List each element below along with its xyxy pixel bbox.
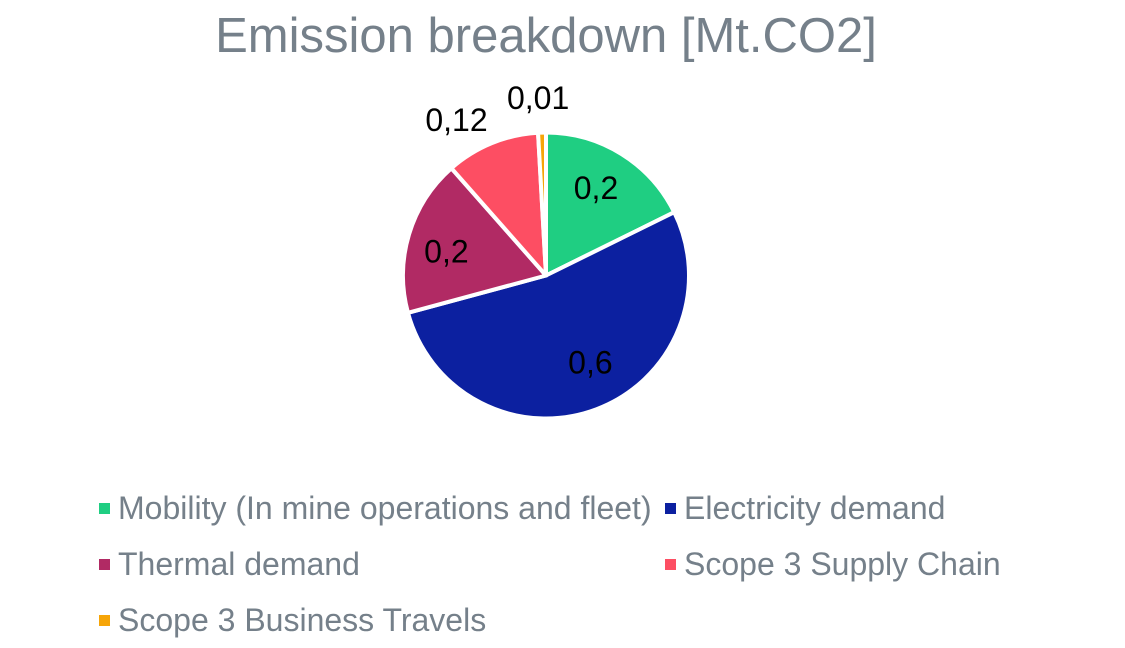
pie-slice-thermal-demand[interactable]	[401, 166, 548, 315]
pie-value-label-scope-3-supply-chain: 0,12	[425, 102, 487, 138]
legend-item-electricity-demand[interactable]: Electricity demand	[665, 480, 1001, 536]
chart-title: Emission breakdown [Mt.CO2]	[215, 9, 877, 63]
pie-slice-mobility-in-mine-operations-and-fleet[interactable]	[544, 130, 677, 278]
legend-swatch-thermal-demand	[99, 558, 110, 570]
pie-value-label-thermal-demand: 0,2	[424, 233, 468, 269]
legend-swatch-scope3-supply-chain	[665, 558, 676, 570]
pie-slice-scope-3-supply-chain[interactable]	[449, 130, 548, 278]
legend-swatch-electricity-demand	[665, 502, 676, 514]
legend-label-mobility: Mobility (In mine operations and fleet)	[118, 490, 652, 527]
legend-swatch-scope3-business-travels	[99, 614, 110, 626]
pie-slice-scope-3-business-travels[interactable]	[536, 130, 548, 278]
legend-swatch-mobility	[99, 502, 110, 514]
legend-label-electricity-demand: Electricity demand	[684, 490, 946, 527]
pie-value-label-electricity-demand: 0,6	[568, 345, 612, 381]
legend-item-mobility[interactable]: Mobility (In mine operations and fleet)	[99, 480, 665, 536]
legend-item-scope3-business-travels[interactable]: Scope 3 Business Travels	[99, 592, 665, 648]
legend-label-thermal-demand: Thermal demand	[118, 546, 360, 583]
chart-legend: Mobility (In mine operations and fleet) …	[99, 480, 1001, 648]
pie-value-label-scope-3-business-travels: 0,01	[507, 80, 569, 116]
legend-item-thermal-demand[interactable]: Thermal demand	[99, 536, 665, 592]
pie-slice-electricity-demand[interactable]	[405, 210, 691, 421]
legend-item-scope3-supply-chain[interactable]: Scope 3 Supply Chain	[665, 536, 1001, 592]
pie-value-label-mobility-in-mine-operations-and-fleet: 0,2	[574, 170, 618, 206]
legend-label-scope3-business-travels: Scope 3 Business Travels	[118, 602, 487, 639]
legend-label-scope3-supply-chain: Scope 3 Supply Chain	[684, 546, 1001, 583]
